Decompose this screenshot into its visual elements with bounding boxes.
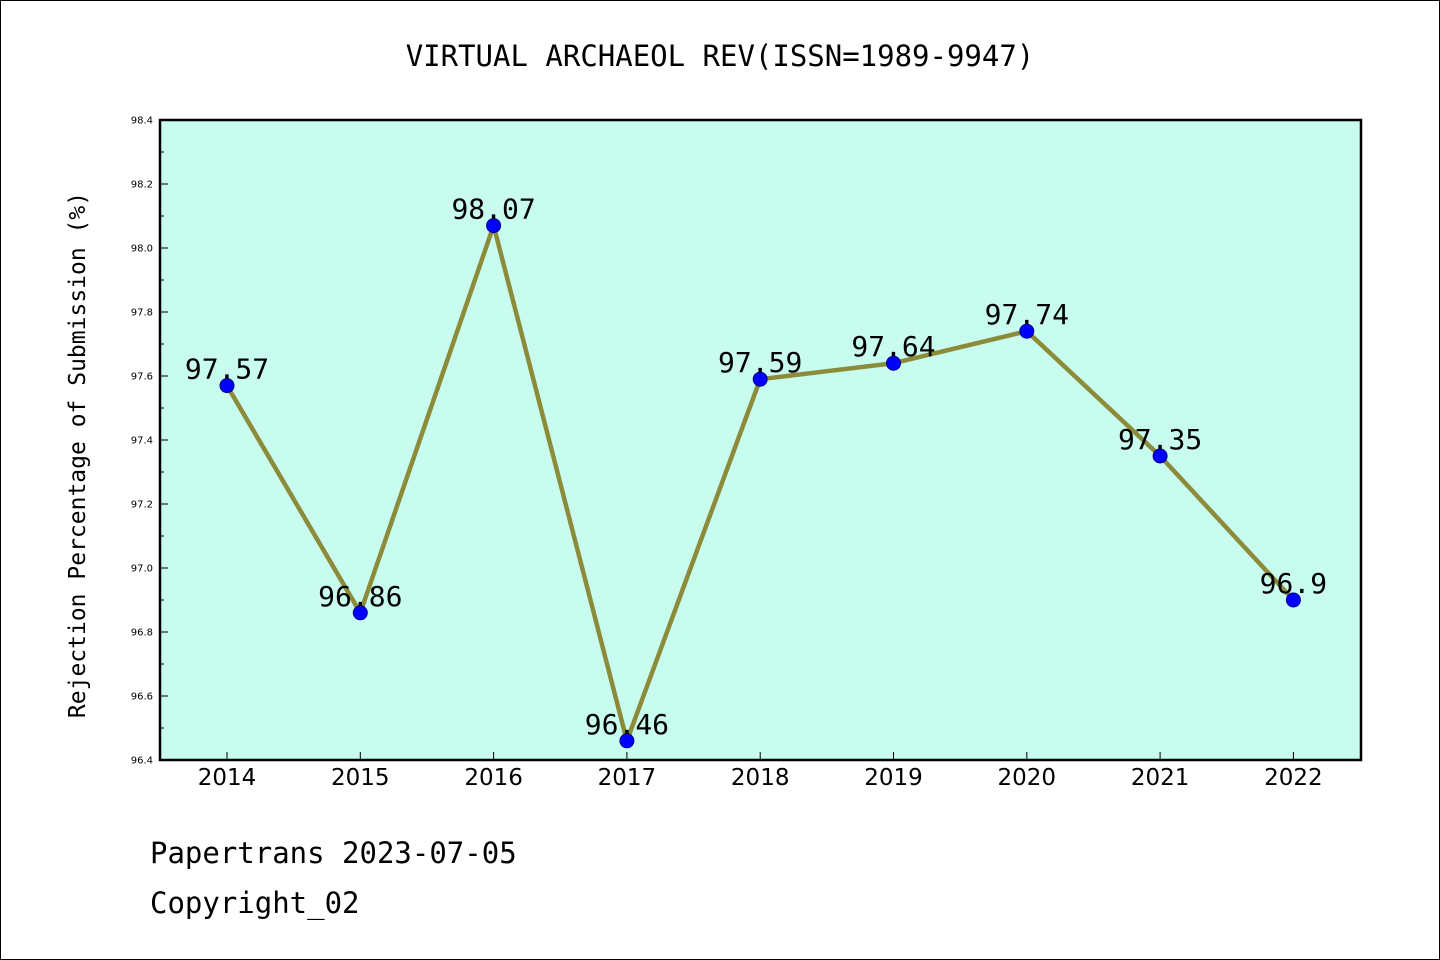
y-tick-label: 96.4	[131, 756, 153, 767]
y-tick-label: 96.6	[131, 692, 153, 703]
x-tick-label: 2015	[331, 765, 390, 791]
x-tick-label: 2020	[998, 765, 1057, 791]
data-label: 97.74	[985, 298, 1069, 331]
plot-area	[160, 120, 1361, 760]
y-tick-label: 98.4	[131, 116, 153, 127]
x-tick-label: 2022	[1264, 765, 1323, 791]
y-axis-label: Rejection Percentage of Submission (%)	[65, 192, 91, 718]
y-tick-label: 97.4	[131, 436, 153, 447]
data-label: 96.86	[318, 580, 402, 613]
y-tick-label: 97.2	[131, 500, 153, 511]
series-layer: 97.57 96.86 98.07 96.46 97.59 97.64 97.74 97.35…	[185, 193, 1327, 749]
chart-title: VIRTUAL ARCHAEOL REV(ISSN=1989-9947)	[406, 39, 1035, 73]
y-tick-label: 97.8	[131, 308, 153, 319]
data-point	[1285, 592, 1301, 608]
x-tick-label: 2021	[1131, 765, 1190, 791]
data-label: 96.46	[585, 708, 669, 741]
x-tick-label: 2018	[731, 765, 790, 791]
data-label: 98.07	[451, 193, 535, 226]
data-label: 97.35	[1118, 423, 1202, 456]
x-tick-label: 2016	[464, 765, 523, 791]
data-point	[1152, 448, 1168, 464]
y-tick-label: 97.0	[131, 564, 153, 575]
data-label: 97.64	[851, 330, 935, 363]
data-point	[486, 218, 502, 234]
data-label: 96.9	[1260, 567, 1327, 600]
data-label: 97.57	[185, 353, 269, 386]
data-point	[1019, 323, 1035, 339]
plot-border	[158, 118, 1363, 762]
y-tick-label: 96.8	[131, 628, 153, 639]
data-point	[752, 371, 768, 387]
data-point	[886, 355, 901, 371]
y-tick-label: 98.0	[131, 244, 153, 255]
footer-copyright: Copyright_02	[150, 886, 360, 920]
x-tick-label: 2019	[864, 765, 923, 791]
data-point	[619, 733, 635, 749]
x-axis: 2014 2015 2016 2017 2018 2019 2020 2021 2022	[198, 752, 1323, 791]
data-point	[219, 378, 235, 394]
y-tick-label: 97.6	[131, 372, 153, 383]
footer-date: Papertrans 2023-07-05	[150, 836, 517, 870]
y-tick-label: 98.2	[131, 180, 153, 191]
x-tick-label: 2017	[598, 765, 657, 791]
data-point	[352, 605, 368, 621]
data-label: 97.59	[718, 346, 802, 379]
x-tick-label: 2014	[198, 765, 257, 791]
